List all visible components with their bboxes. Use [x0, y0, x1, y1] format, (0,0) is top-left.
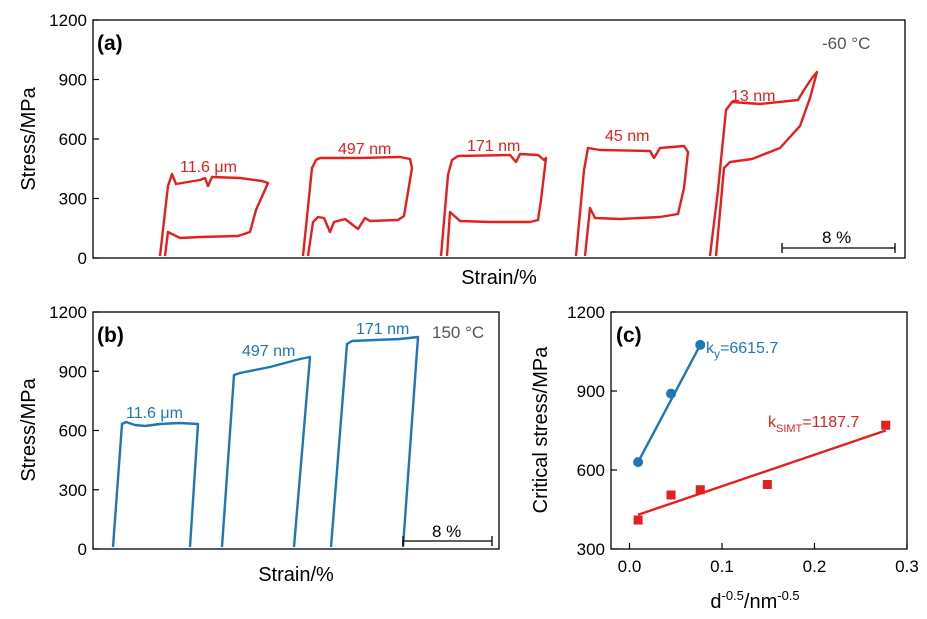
- label-c-ky-sub: y: [714, 347, 720, 361]
- panel-c-ytick-label-600: 600: [577, 461, 605, 480]
- label-b-497nm: 497 nm: [242, 343, 295, 360]
- label-c-ksimt-sub: SIMT: [776, 423, 803, 435]
- curve-a-11.6um: [158, 172, 270, 257]
- panel-c-xtick-label-0: 0.0: [618, 557, 642, 576]
- panel-c-ytick-label-900: 900: [577, 382, 605, 401]
- point-kSIMT-3: [762, 479, 772, 489]
- panel-c-xlabel-exp1: -0.5: [721, 588, 743, 603]
- panel-b-ytick-label-900: 900: [59, 362, 87, 381]
- panel-a-y-ticks: 0 300 600 900 1200: [49, 11, 99, 268]
- panel-b-y-ticks: 0 300 600 900 1200: [49, 303, 99, 559]
- panel-c-xtick-label-2: 0.2: [803, 557, 827, 576]
- curve-b-11.6um: [111, 420, 200, 548]
- panel-b-label: (b): [97, 324, 124, 347]
- panel-b-ytick-label-0: 0: [78, 540, 87, 559]
- panel-c-ticks: 0.0 0.1 0.2 0.3 300 600 900 1200: [567, 303, 919, 576]
- label-a-11.6um: 11.6 μm: [180, 159, 237, 176]
- point-ky-2: [695, 339, 706, 350]
- panel-c-points: [633, 339, 891, 525]
- curve-b-497nm: [220, 355, 312, 548]
- panel-a-ylabel: Stress/MPa: [18, 86, 40, 190]
- curve-a-171nm: [439, 152, 548, 257]
- panel-c-ytick-label-300: 300: [577, 540, 605, 559]
- panel-a-label: (a): [97, 32, 123, 55]
- panel-a-temperature: -60 °C: [822, 34, 870, 53]
- panel-b-scale-label: 8 %: [432, 522, 461, 541]
- curve-a-45nm: [574, 144, 690, 257]
- panel-a-ytick-label-600: 600: [59, 130, 87, 149]
- point-kSIMT-0: [633, 515, 643, 525]
- panel-a-ytick-label-300: 300: [59, 190, 87, 209]
- panel-c-ylabel: Critical stress/MPa: [530, 346, 552, 514]
- point-kSIMT-4: [881, 420, 891, 430]
- label-c-ksimt-val: =1187.7: [802, 414, 859, 431]
- label-c-ky-k: k: [706, 340, 715, 357]
- panel-c: 0.0 0.1 0.2 0.3 300 600 900 1200 Critical stres…: [530, 303, 919, 613]
- panel-c-xlabel-exp2: -0.5: [777, 588, 799, 603]
- panel-b-ylabel: Stress/MPa: [18, 377, 40, 481]
- point-ky-1: [666, 388, 677, 399]
- label-c-ky: ky=6615.7: [706, 340, 778, 361]
- panel-b-xlabel: Strain/%: [258, 564, 334, 586]
- panel-c-xlabel-base: d: [710, 591, 721, 613]
- panel-b-ytick-label-600: 600: [59, 422, 87, 441]
- label-a-13nm: 13 nm: [731, 88, 775, 105]
- panel-b-ytick-label-1200: 1200: [49, 303, 87, 322]
- panel-c-fit-lines: [637, 344, 887, 516]
- panel-a-ytick-label-1200: 1200: [49, 11, 87, 30]
- curve-b-171nm: [329, 335, 420, 548]
- panel-c-ytick-label-1200: 1200: [567, 303, 605, 322]
- panel-b-ytick-label-300: 300: [59, 481, 87, 500]
- label-a-171nm: 171 nm: [467, 138, 520, 155]
- point-ky-0: [633, 457, 644, 468]
- label-b-11.6um: 11.6 μm: [126, 405, 183, 422]
- label-c-ky-val: =6615.7: [720, 340, 778, 357]
- label-c-ksimt-k: k: [768, 414, 777, 431]
- fit-line-kSIMT: [637, 429, 887, 516]
- label-b-171nm: 171 nm: [356, 321, 409, 338]
- panel-a-xlabel: Strain/%: [461, 267, 537, 289]
- point-kSIMT-2: [695, 485, 705, 495]
- fit-line-ky: [637, 344, 702, 463]
- panel-a-ytick-label-900: 900: [59, 71, 87, 90]
- panel-c-xtick-label-3: 0.3: [895, 557, 919, 576]
- panel-c-frame: [610, 311, 908, 550]
- point-kSIMT-1: [666, 490, 676, 500]
- panel-c-xtick-label-1: 0.1: [710, 557, 734, 576]
- panel-a-scale-label: 8 %: [822, 228, 851, 247]
- panel-a-ytick-label-0: 0: [78, 249, 87, 268]
- curve-a-497nm: [301, 155, 414, 257]
- label-a-497nm: 497 nm: [338, 141, 391, 158]
- panel-a: 0 300 600 900 1200 Stress/MPa Strain/% (a) -…: [18, 11, 906, 289]
- panel-c-xlabel: d-0.5/nm-0.5: [710, 588, 799, 613]
- panel-b: 0 300 600 900 1200 Stress/MPa Strain/% (b) 1…: [18, 303, 500, 586]
- panel-b-temperature: 150 °C: [432, 323, 484, 342]
- label-a-45nm: 45 nm: [605, 128, 649, 145]
- curve-a-13nm: [708, 70, 819, 257]
- panel-c-label: (c): [616, 324, 642, 347]
- panel-c-xlabel-mid: /nm: [744, 591, 777, 613]
- label-c-ksimt: kSIMT=1187.7: [768, 414, 859, 435]
